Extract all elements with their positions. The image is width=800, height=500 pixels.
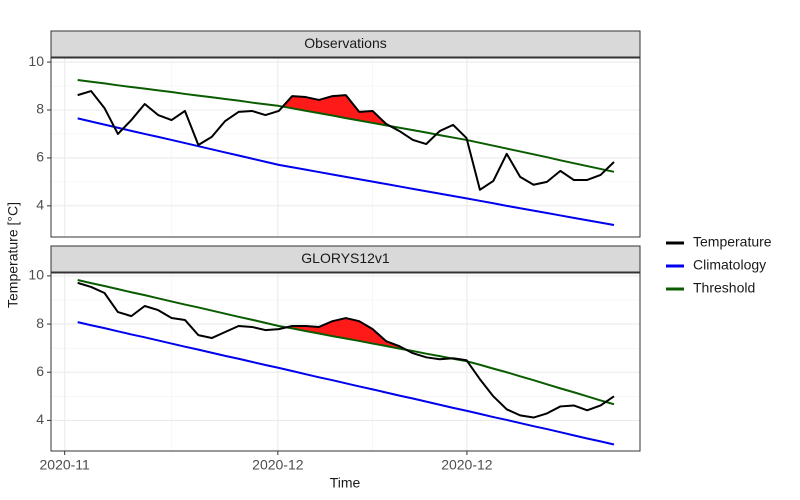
y-tick-label: 6 [36, 363, 44, 379]
legend-label: Temperature [693, 234, 772, 250]
exceedance-fill [286, 318, 407, 350]
panel-background [51, 273, 640, 451]
y-tick-label: 10 [28, 53, 44, 69]
series-line [77, 279, 615, 406]
panel-background [51, 58, 640, 237]
series-line [77, 90, 615, 191]
x-tick-label: 2020-12 [252, 457, 304, 473]
series-line [77, 117, 615, 227]
series-line [77, 281, 615, 419]
panel-border [50, 57, 641, 238]
y-tick-label: 6 [36, 149, 44, 165]
strip [50, 245, 641, 273]
strip-title: Observations [304, 35, 386, 51]
y-tick-label: 4 [36, 411, 44, 427]
y-axis-label: Temperature [°C] [5, 202, 21, 308]
x-axis-label: Time [330, 475, 361, 491]
strip [50, 30, 641, 58]
strip-title: GLORYS12v1 [301, 250, 390, 266]
y-tick-label: 8 [36, 315, 44, 331]
legend-label: Threshold [693, 280, 755, 296]
series-line [77, 321, 615, 446]
series-line [77, 79, 615, 173]
x-tick-label: 2020-12 [441, 457, 493, 473]
panel-border [50, 272, 641, 452]
y-tick-label: 4 [36, 197, 44, 213]
exceedance-fill [282, 95, 391, 127]
y-tick-label: 10 [28, 267, 44, 283]
x-tick-label: 2020-11 [40, 457, 91, 473]
legend-label: Climatology [693, 257, 766, 273]
y-tick-label: 8 [36, 101, 44, 117]
